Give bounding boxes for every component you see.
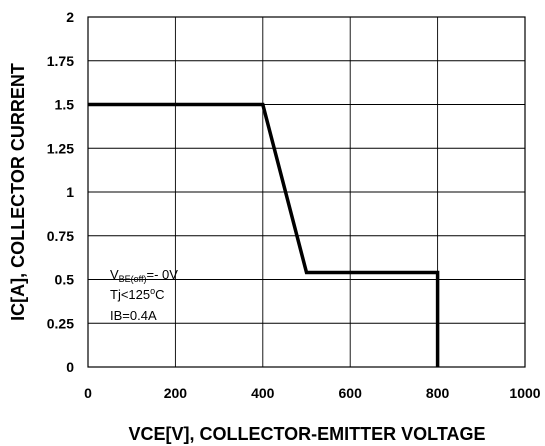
x-tick-label: 0 (84, 385, 92, 401)
y-tick-label: 0.25 (47, 315, 74, 331)
y-axis-title: IC[A], COLLECTOR CURRENT (8, 63, 28, 321)
y-tick-label: 1.25 (47, 140, 74, 156)
y-tick-label: 1 (66, 184, 74, 200)
annotation-tj-main: Tj<125 (110, 287, 150, 302)
annotation-vbe-sub: BE(off) (119, 274, 147, 284)
annotation-tj: Tj<125oC (110, 286, 165, 302)
y-tick-label: 0.5 (55, 272, 75, 288)
y-tick-label: 1.5 (55, 97, 75, 113)
y-tick-label: 1.75 (47, 53, 74, 69)
y-tick-label: 0 (66, 359, 74, 375)
y-tick-label: 2 (66, 9, 74, 25)
annotation-ib: IB=0.4A (110, 308, 157, 323)
soa-curve-line (88, 102, 440, 367)
x-tick-label: 200 (164, 385, 188, 401)
x-tick-label: 400 (251, 385, 275, 401)
annotation-vbe: VBE(off)=- 0V (110, 267, 178, 284)
x-axis-title: VCE[V], COLLECTOR-EMITTER VOLTAGE (129, 424, 486, 444)
annotation-tj-unit: C (155, 287, 164, 302)
x-tick-label: 600 (339, 385, 363, 401)
y-tick-labels: 0 0.25 0.5 0.75 1 1.25 1.5 1.75 2 (47, 9, 74, 375)
x-tick-label: 800 (426, 385, 450, 401)
annotation-vbe-main: V (110, 267, 119, 282)
annotation-box: VBE(off)=- 0V Tj<125oC IB=0.4A (110, 267, 178, 323)
x-tick-labels: 0 200 400 600 800 1000 (84, 385, 541, 401)
annotation-tj-sup: o (150, 286, 155, 296)
y-tick-label: 0.75 (47, 228, 74, 244)
series-layer (88, 102, 440, 367)
x-tick-label: 1000 (509, 385, 540, 401)
plot-frame (87, 16, 526, 368)
annotation-vbe-value: =- 0V (147, 267, 179, 282)
